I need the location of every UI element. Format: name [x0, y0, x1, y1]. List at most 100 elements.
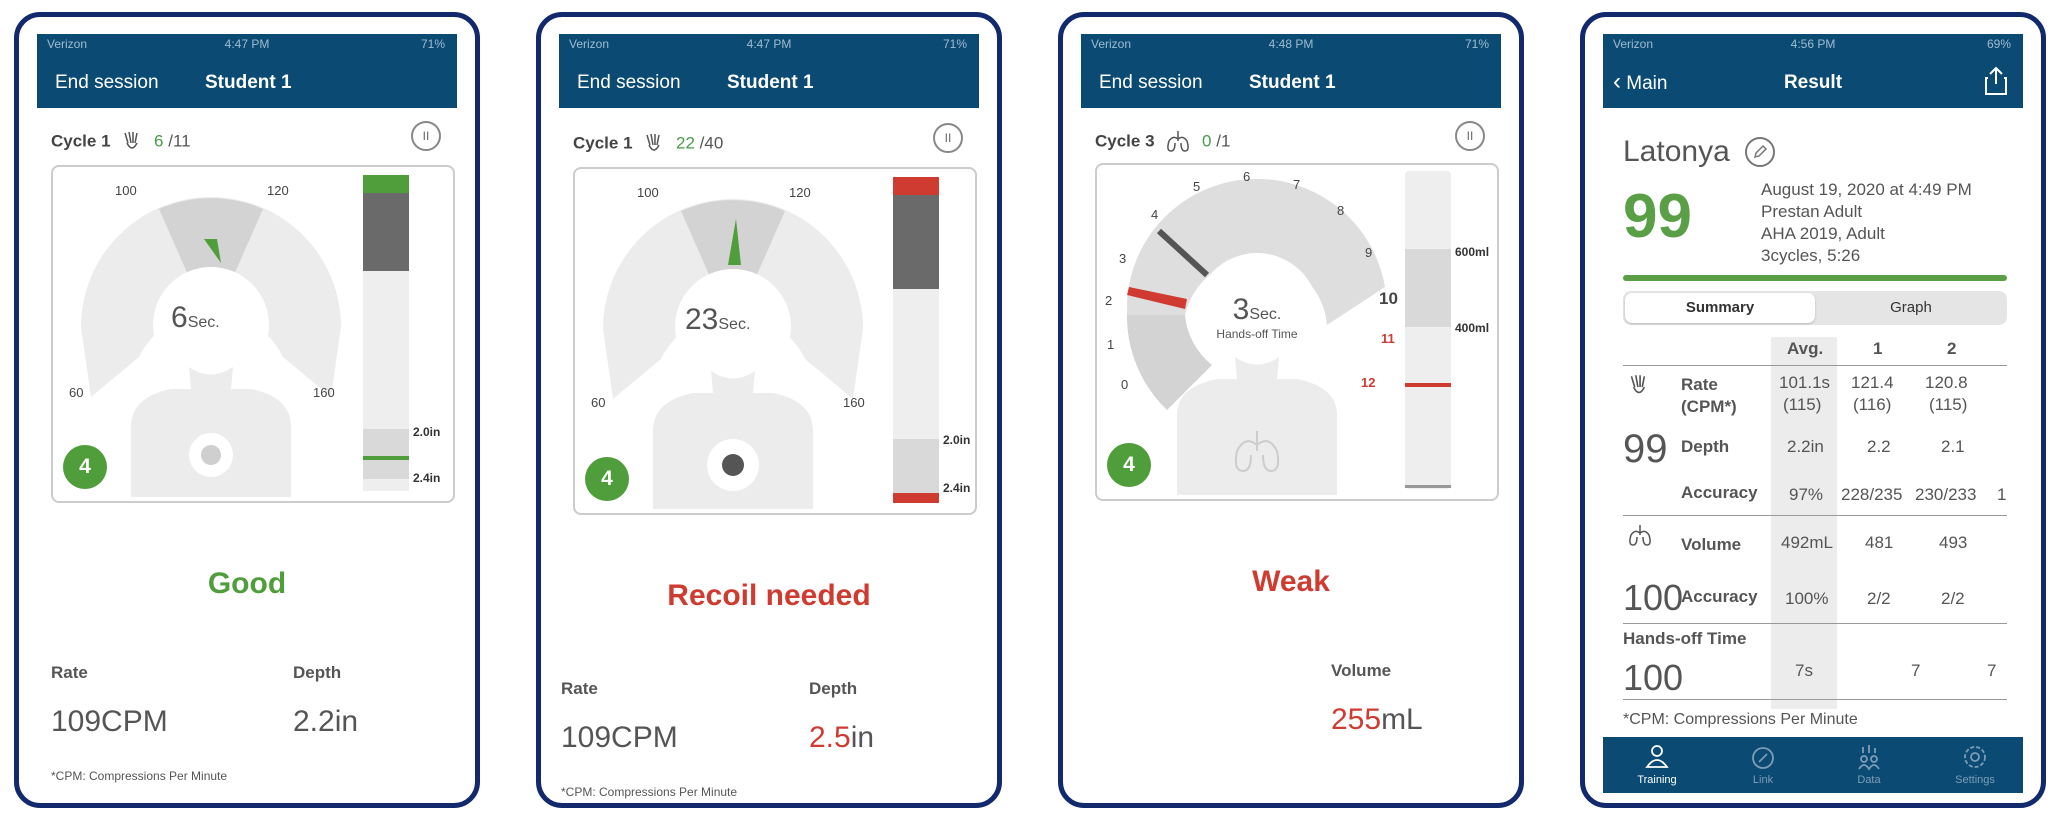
tick-7: 7	[1293, 177, 1301, 192]
volume-avg: 492mL	[1781, 533, 1833, 552]
rate-cycle-1b: (116)	[1853, 395, 1892, 414]
status-bar: Verizon 4:47 PM 71%	[37, 34, 457, 54]
back-button[interactable]: ‹ Main	[1613, 68, 1667, 96]
phone-screen-3: Verizon 4:48 PM 71% End session Student …	[1058, 12, 1524, 808]
carrier-label: Verizon	[1091, 37, 1132, 51]
chevron-left-icon: ‹	[1613, 68, 1621, 95]
volume-value-unit: mL	[1381, 703, 1423, 736]
depth-label-2-4: 2.4in	[413, 471, 441, 485]
gauge-unit: Sec.	[1249, 306, 1282, 323]
cycle-label: Cycle 1	[51, 131, 111, 151]
cycle-badge: 4	[585, 457, 629, 501]
tick-1: 1	[1107, 337, 1115, 352]
depth-row-label: Depth	[1681, 437, 1730, 456]
end-session-button[interactable]: End session	[1099, 72, 1203, 93]
col-header-avg: Avg.	[1787, 339, 1824, 358]
ventilation-score: 100	[1623, 577, 1684, 618]
clock: 4:56 PM	[1790, 37, 1836, 51]
cycle-total: /11	[168, 131, 191, 151]
end-session-button[interactable]: End session	[55, 72, 159, 93]
end-session-button[interactable]: End session	[577, 72, 681, 93]
gauge-unit: Sec.	[187, 314, 220, 331]
tick-2: 2	[1105, 293, 1113, 308]
gauge-panel: 100 120 60 160 23Sec. 4 2.0in 2.4in	[573, 167, 977, 515]
tab-summary[interactable]: Summary	[1625, 293, 1815, 323]
clock: 4:48 PM	[1268, 37, 1314, 51]
pause-button[interactable]: II	[1455, 121, 1485, 151]
depth-avg: 2.2in	[1787, 437, 1824, 456]
manikin-type: Prestan Adult	[1761, 202, 1863, 221]
average-column-highlight	[1771, 337, 1837, 709]
hands-icon	[1630, 375, 1646, 394]
col-header-cycle-1: 1	[1873, 339, 1883, 358]
handsoff-gauge	[1126, 178, 1385, 495]
cycle-count: 0	[1202, 131, 1212, 151]
handsoff-cycle-2: 7	[1987, 661, 1997, 680]
handsoff-avg: 7s	[1795, 661, 1813, 680]
rate-avg-1: 101.1s	[1779, 373, 1831, 392]
status-bar: Verizon 4:47 PM 71%	[559, 34, 979, 54]
rate-label: Rate	[561, 679, 598, 698]
link-icon	[1752, 747, 1774, 769]
tab-link[interactable]: Link	[1723, 743, 1803, 786]
gauge-panel: 100 120 60 160 6Sec. 4 2.0in 2.4in	[51, 165, 455, 503]
cycles-duration: 3cycles, 5:26	[1761, 246, 1861, 265]
nav-bar: End session Student 1	[37, 54, 457, 108]
status-bar: Verizon 4:48 PM 71%	[1081, 34, 1501, 54]
tab-data[interactable]: Data	[1829, 743, 1909, 786]
depth-label-2-4: 2.4in	[943, 481, 971, 495]
depth-value: 2.5in	[809, 721, 874, 755]
back-label: Main	[1626, 73, 1668, 94]
status-bar: Verizon 4:56 PM 69%	[1603, 34, 2023, 54]
tab-training[interactable]: Training	[1617, 743, 1697, 786]
phone-screen-2: Verizon 4:47 PM 71% End session Student …	[536, 12, 1002, 808]
phone-screen-result: Verizon 4:56 PM 69% ‹ Main Result Latony…	[1580, 12, 2046, 808]
depth-value-unit: in	[850, 721, 875, 754]
accuracy-cycle-2: 230/233	[1915, 485, 1977, 504]
hands-icon	[646, 133, 661, 151]
rate-value: 109CPM	[51, 705, 168, 738]
battery-level: 69%	[1986, 37, 2011, 51]
cycle-count: 22	[676, 133, 695, 153]
tab-graph[interactable]: Graph	[1890, 299, 1932, 316]
tick-4: 4	[1151, 207, 1159, 222]
tab-data-label: Data	[1857, 774, 1881, 786]
tick-120: 120	[267, 183, 289, 198]
col-header-cycle-2: 2	[1947, 339, 1957, 358]
hands-icon	[124, 131, 139, 149]
rate-row-label-1: Rate	[1681, 375, 1718, 394]
view-segmented-control: Summary Graph	[1623, 291, 2007, 325]
handsoff-row-label: Hands-off Time	[1623, 629, 1747, 648]
volume-cycle-2: 493	[1939, 533, 1968, 552]
gear-icon	[1964, 746, 1986, 768]
gauge-panel: 0 1 2 3 4 5 6 7 8 9 10 11 12 3Sec. Hands…	[1095, 163, 1499, 501]
depth-label-2-0: 2.0in	[413, 425, 441, 439]
pause-button[interactable]: II	[933, 123, 963, 153]
cycle-label: Cycle 3	[1095, 131, 1155, 151]
cycle-total: /1	[1216, 131, 1231, 151]
cycle-count: 6	[154, 131, 164, 151]
overall-score: 99	[1623, 182, 1692, 251]
tab-settings[interactable]: Settings	[1935, 743, 2015, 786]
bottom-tab-bar: Training Link Data Settings	[1603, 737, 2023, 793]
rate-cycle-1a: 121.4	[1851, 373, 1894, 392]
table-divider	[1623, 515, 2007, 516]
cycle-total: /40	[699, 133, 724, 153]
tick-160: 160	[843, 395, 865, 410]
gauge-value: 3	[1232, 293, 1250, 326]
volume-cycle-1: 481	[1865, 533, 1894, 552]
feedback-text: Good	[207, 567, 287, 600]
pause-button[interactable]: II	[411, 121, 441, 151]
tick-10: 10	[1379, 289, 1398, 308]
accuracy-cycle-1: 228/235	[1841, 485, 1903, 504]
depth-label-2-0: 2.0in	[943, 433, 971, 447]
accuracy-row-label: Accuracy	[1681, 483, 1758, 502]
cycle-indicator: Cycle 1 6 /11	[51, 129, 191, 155]
depth-value: 2.2in	[293, 705, 359, 738]
edit-icon[interactable]	[1745, 137, 1775, 167]
volume-row-label: Volume	[1681, 535, 1742, 554]
depth-cycle-2: 2.1	[1941, 437, 1965, 456]
depth-bar	[893, 177, 939, 503]
share-icon[interactable]	[1983, 66, 2009, 96]
tick-5: 5	[1193, 179, 1201, 194]
